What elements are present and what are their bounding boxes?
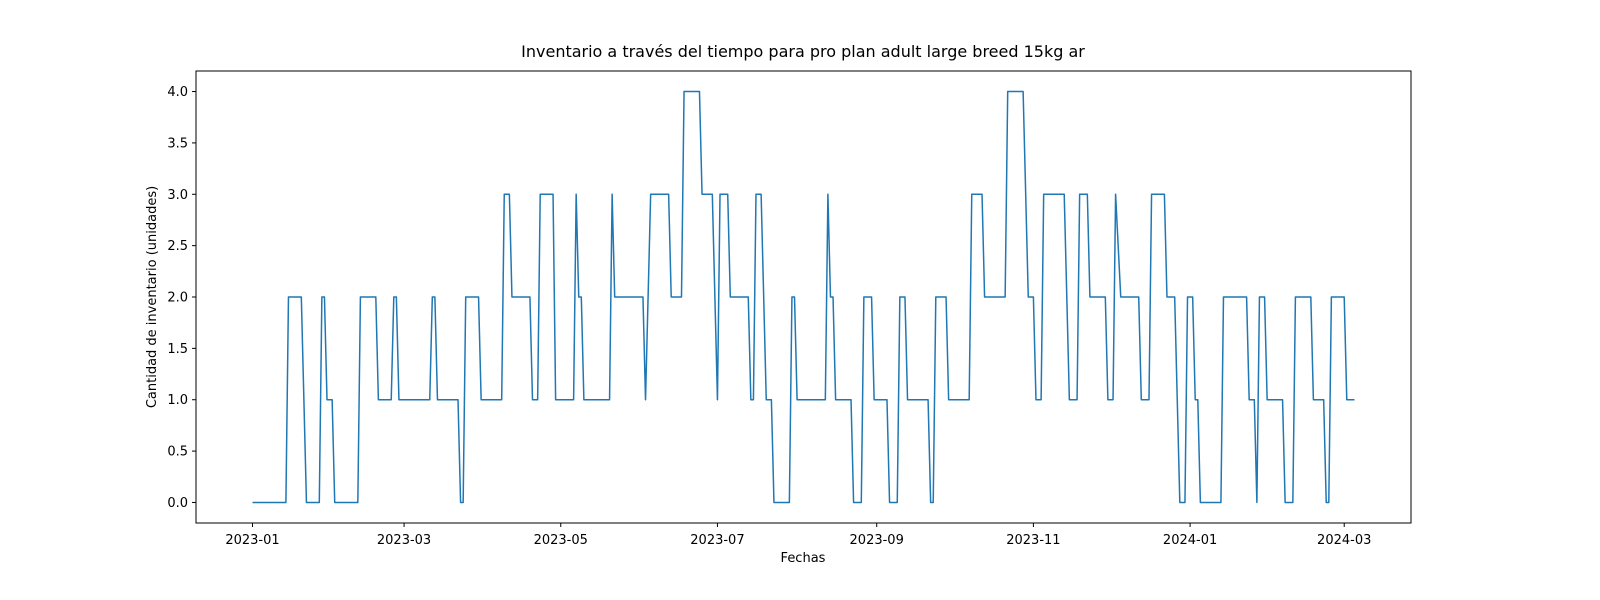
x-tick-label: 2024-01 — [1163, 533, 1217, 548]
x-tick-label: 2023-11 — [1006, 533, 1060, 548]
x-tick-label: 2023-09 — [850, 533, 904, 548]
chart-title: Inventario a través del tiempo para pro … — [521, 42, 1085, 61]
y-axis-label: Cantidad de inventario (unidades) — [145, 186, 160, 408]
y-tick-label: 1.5 — [167, 342, 188, 357]
x-tick-label: 2023-07 — [690, 533, 744, 548]
y-tick-label: 2.5 — [167, 239, 188, 254]
x-axis-label: Fechas — [781, 551, 826, 566]
x-tick-label: 2023-03 — [377, 533, 431, 548]
x-tick-label: 2024-03 — [1317, 533, 1371, 548]
y-tick-label: 0.0 — [167, 496, 188, 511]
y-tick-label: 3.0 — [167, 188, 188, 203]
line — [252, 90, 1355, 504]
y-tick-label: 0.5 — [167, 445, 188, 460]
y-tick-label: 4.0 — [167, 85, 188, 100]
y-tick-label: 1.0 — [167, 393, 188, 408]
y-tick-label: 3.5 — [167, 136, 188, 151]
x-tick-label: 2023-01 — [225, 533, 279, 548]
y-tick-label: 2.0 — [167, 291, 188, 306]
plot-frame — [195, 70, 1412, 524]
x-tick-label: 2023-05 — [534, 533, 588, 548]
